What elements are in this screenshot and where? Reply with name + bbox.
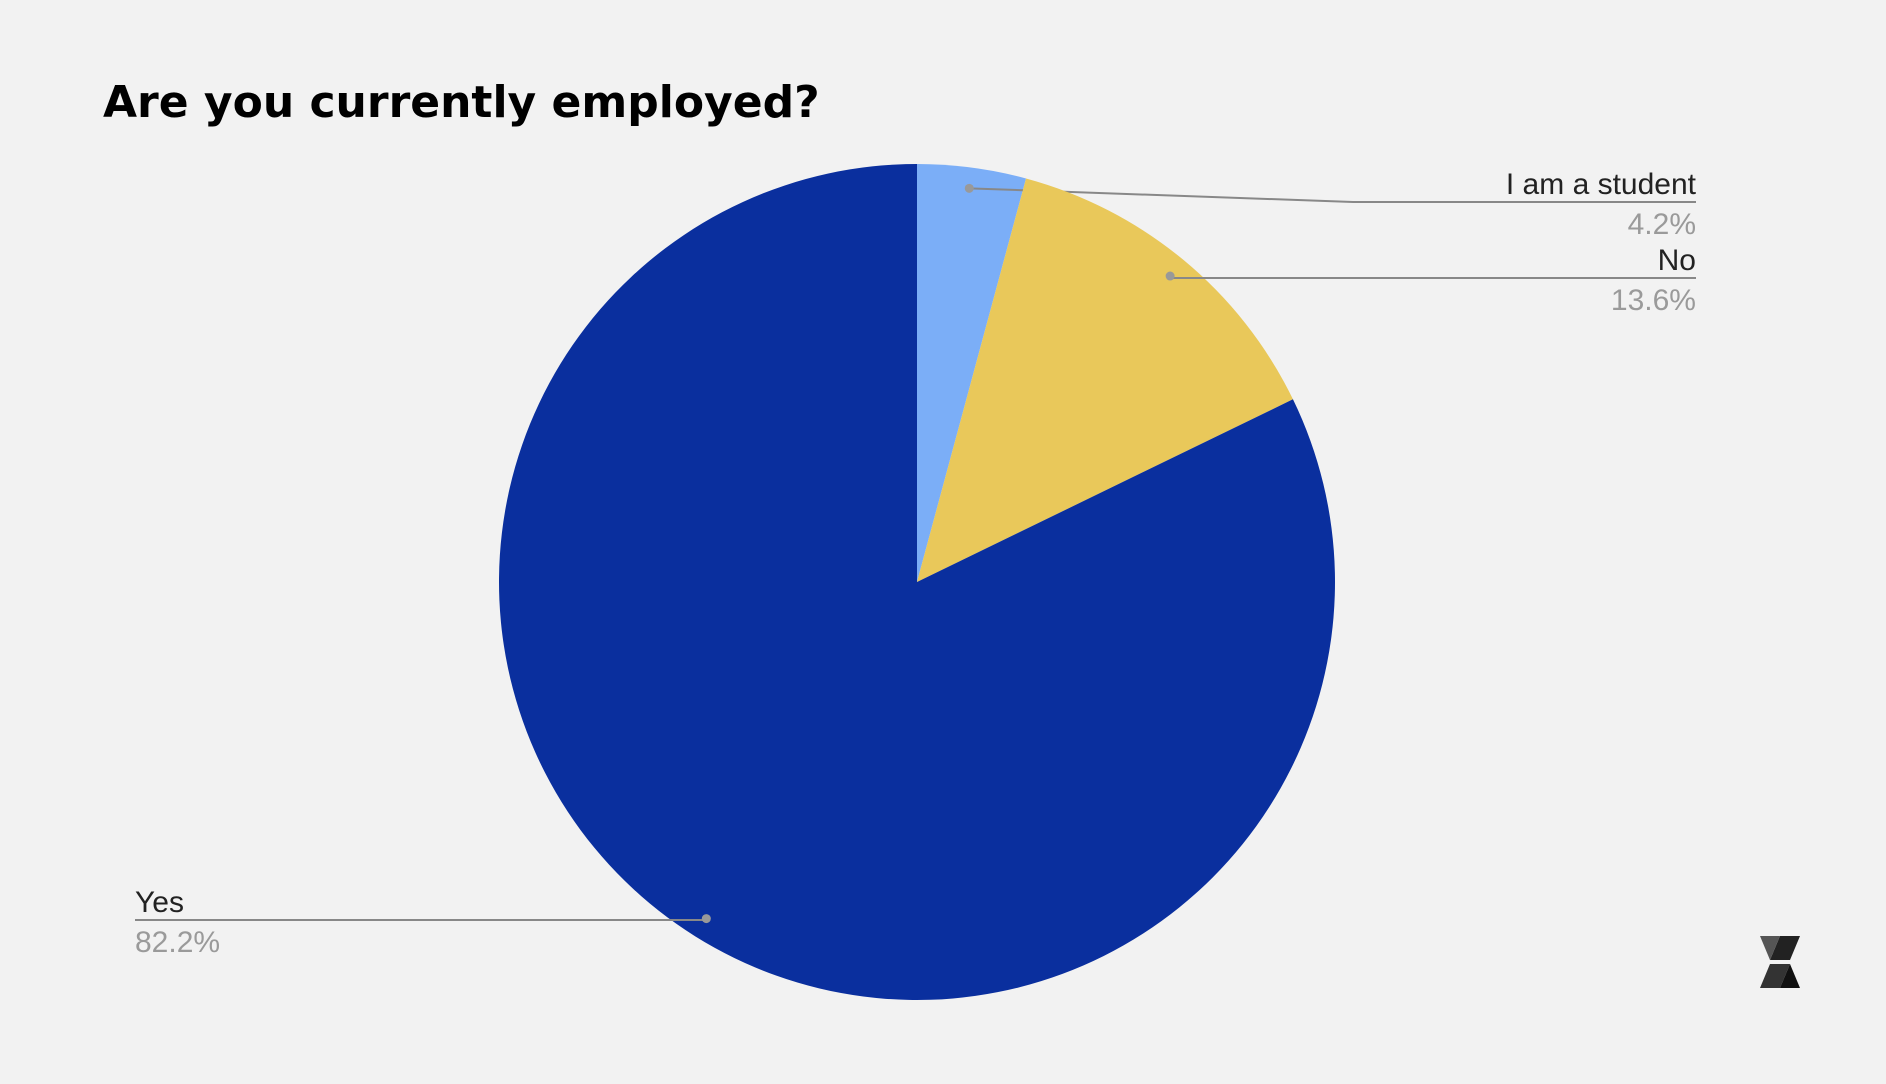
logo-part (1780, 964, 1800, 988)
pie-slice (917, 178, 1293, 583)
value-label: 4.2% (1628, 208, 1696, 241)
pie-slice (917, 164, 1027, 582)
chart-title: Are you currently employed? (103, 77, 820, 128)
value-label: 82.2% (135, 926, 220, 959)
pie-slice (499, 164, 1336, 1000)
leader-dot (964, 183, 974, 193)
leader-line (969, 187, 1696, 203)
logo (1760, 936, 1800, 988)
value-label: 13.6% (1611, 284, 1696, 317)
leader-dot (701, 914, 711, 924)
slice-label: Yes (135, 886, 184, 919)
logo-part (1760, 936, 1780, 960)
leader-dot (1165, 271, 1175, 281)
slice-label: I am a student (1506, 168, 1697, 201)
slice-label: No (1658, 244, 1696, 277)
